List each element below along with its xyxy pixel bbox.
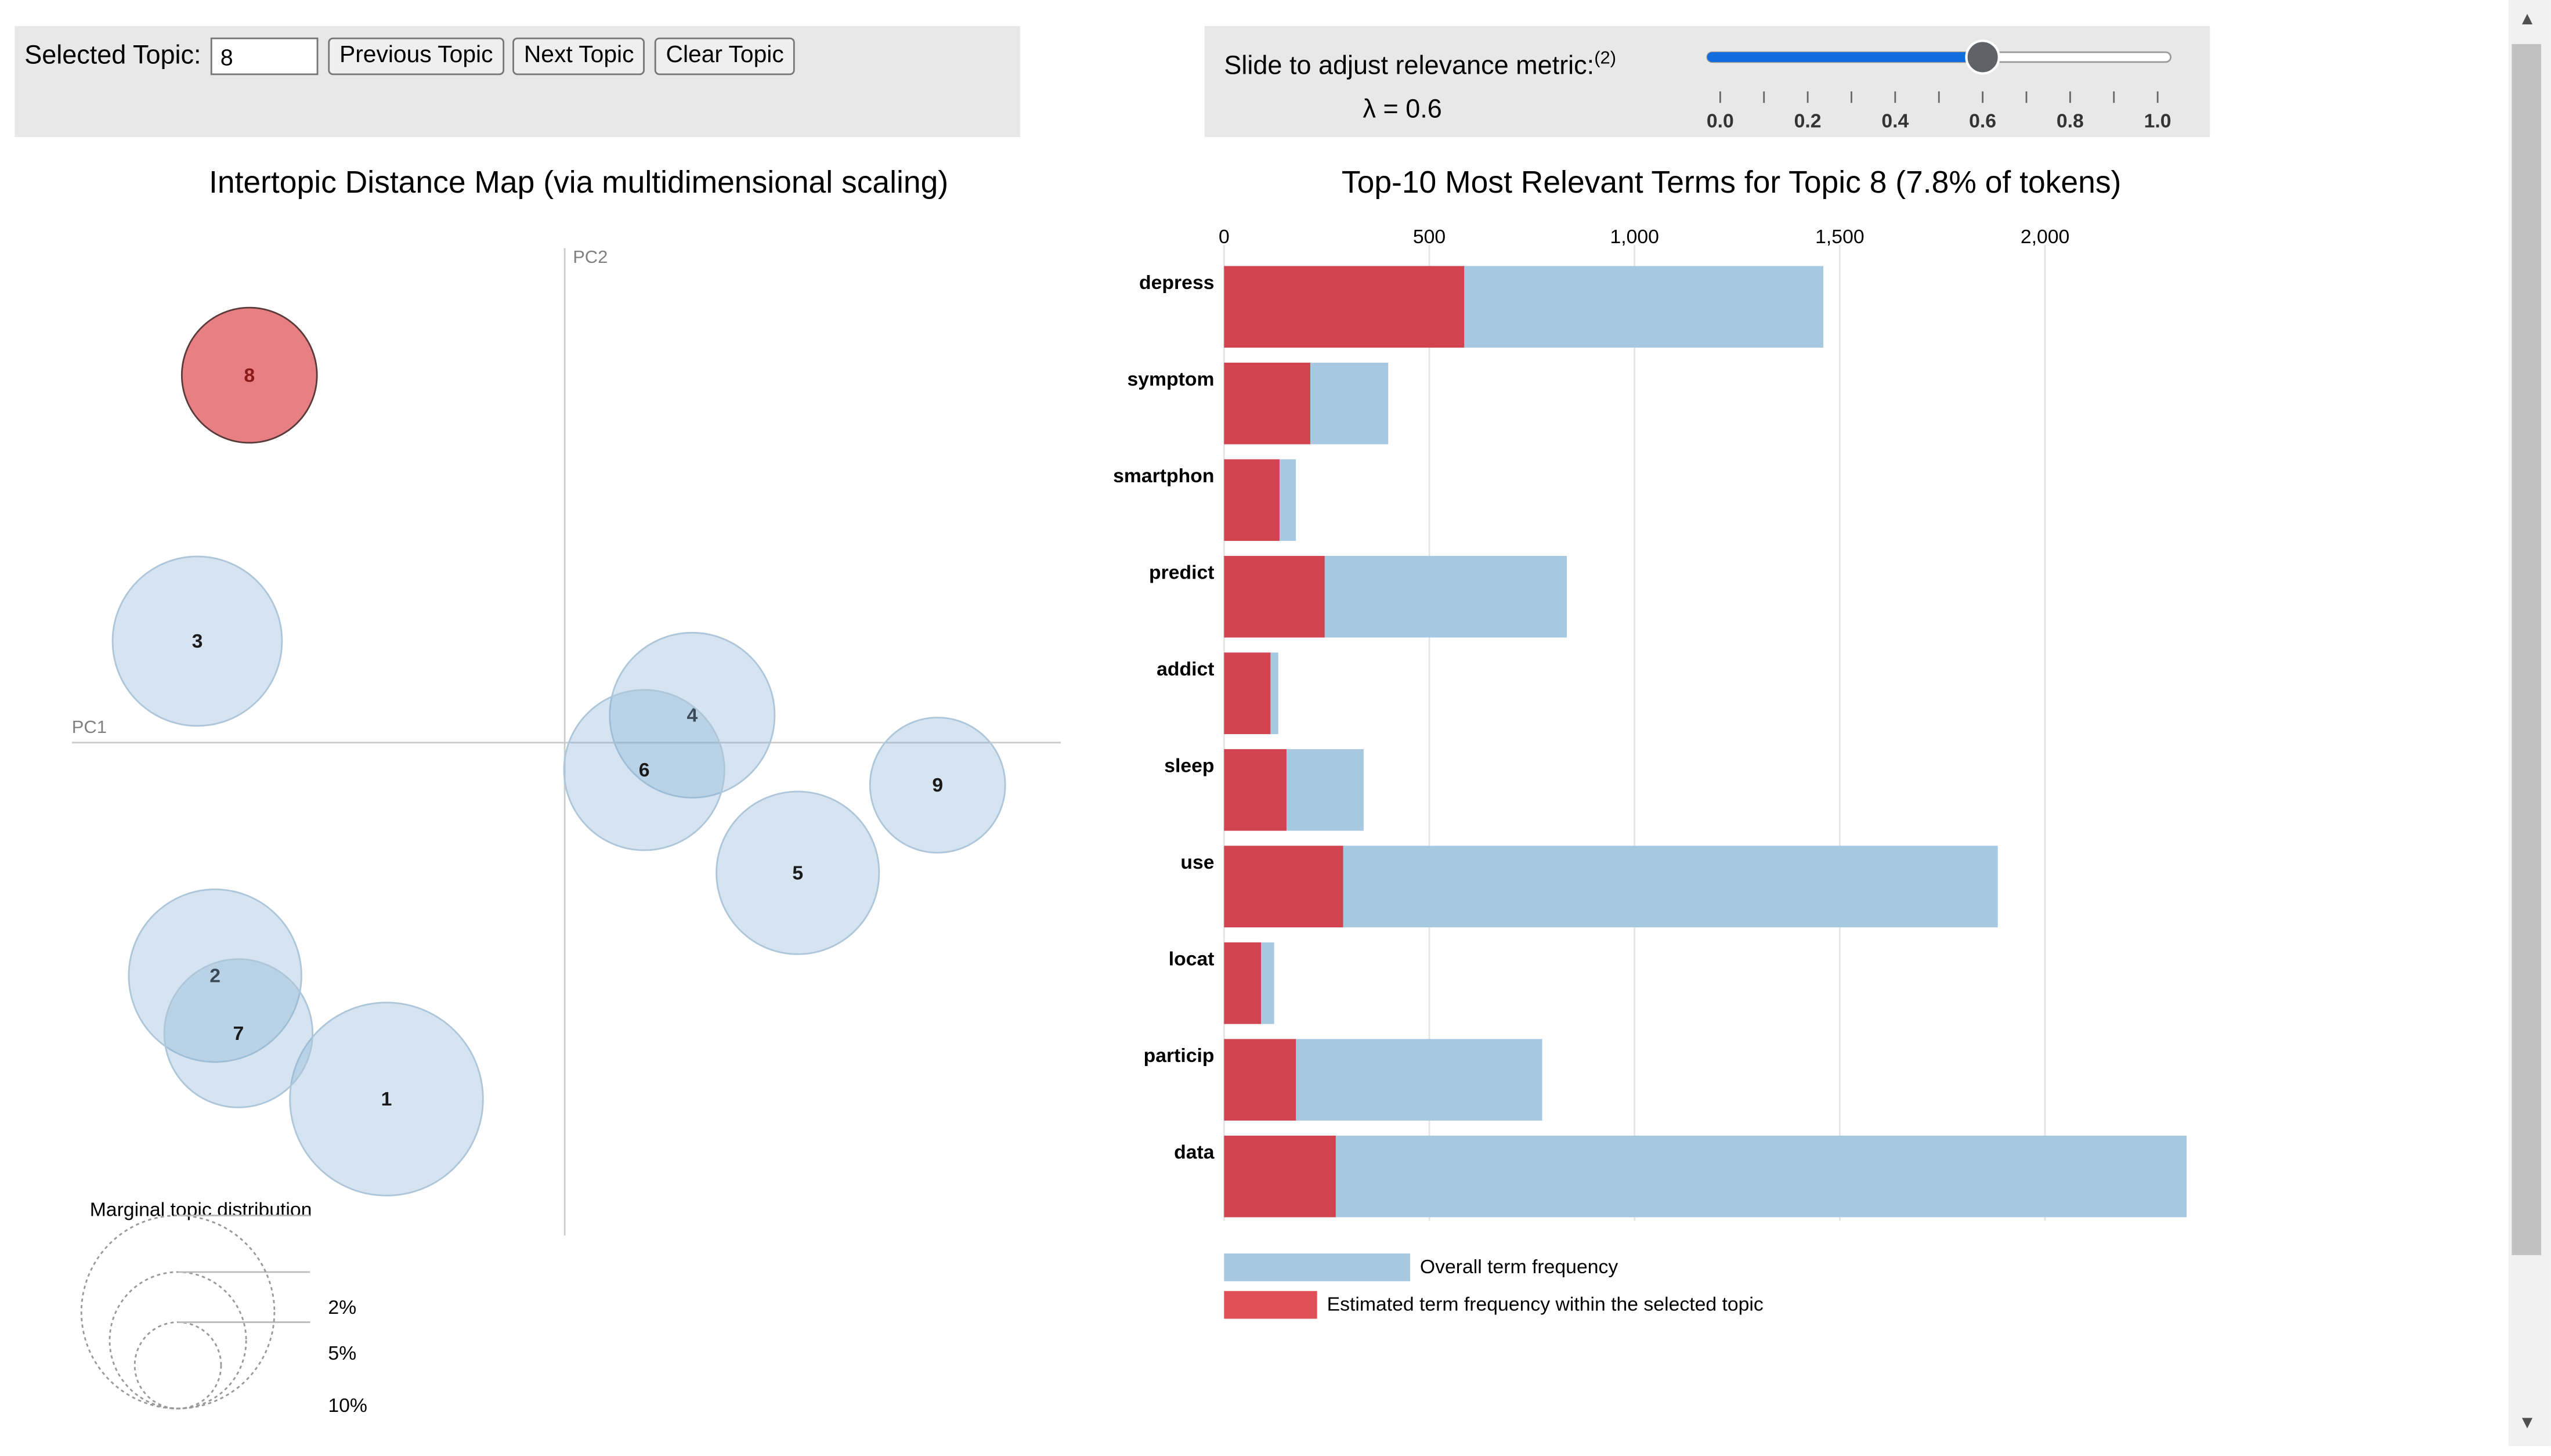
slider-fill [1707, 52, 1983, 62]
topic-number: 5 [792, 862, 803, 884]
marginal-size-label: 2% [328, 1296, 356, 1318]
term-label[interactable]: smartphon [1113, 465, 1214, 487]
topic-number: 7 [233, 1023, 244, 1045]
term-label[interactable]: addict [1157, 658, 1214, 680]
selected-topic-label: Selected Topic: [24, 42, 201, 70]
topic-bubble-3[interactable]: 3 [111, 555, 283, 727]
topic-circle[interactable] [111, 555, 283, 727]
x-tick-labels: 0 500 1,000 1,500 2,000 [1219, 226, 2069, 248]
topic-number: 8 [244, 364, 255, 386]
relevant-terms-chart: 0 500 1,000 1,500 2,000 depress symptom smartp… [1113, 226, 2187, 1319]
topic-bubble-7[interactable]: 7 [163, 958, 314, 1108]
topic-circle[interactable] [180, 306, 318, 444]
slider-tick-label: 0.8 [2057, 110, 2084, 132]
topic-bubble-2[interactable]: 2 [128, 888, 302, 1063]
marginal-circle [133, 1321, 222, 1410]
chart-title: Top-10 Most Relevant Terms for Topic 8 (… [1341, 166, 2122, 201]
topic-number: 2 [209, 965, 221, 987]
marginal-circle [109, 1271, 247, 1410]
legend-overall-swatch [1224, 1253, 1410, 1281]
scroll-down-icon[interactable]: ▼ [2518, 1413, 2536, 1433]
topic-bubble-5[interactable]: 5 [716, 790, 880, 955]
bar-locat[interactable] [1224, 942, 1262, 1024]
marginal-legend: 2% 5% 10% [80, 1215, 367, 1417]
topic-circle[interactable] [716, 790, 880, 955]
slider-ticks: 0.0 0.2 0.4 0.6 0.8 1.0 [1707, 91, 2171, 132]
topic-circle[interactable] [869, 717, 1006, 854]
slider-handle[interactable] [1965, 39, 2000, 75]
slider-tick-label: 0.6 [1969, 110, 1996, 132]
x-tick-label: 500 [1413, 226, 1446, 248]
slider-footnote: (2) [1594, 49, 1617, 69]
relevance-control-panel [1204, 26, 2210, 138]
relevance-slider[interactable]: 0.0 0.2 0.4 0.6 0.8 1.0 [1697, 32, 2187, 133]
topic-number: 9 [932, 774, 943, 796]
topic-bubble-8[interactable]: 8 [180, 306, 318, 444]
bar-addict[interactable] [1224, 652, 1271, 735]
topic-circle[interactable] [563, 689, 725, 851]
term-label[interactable]: sleep [1164, 754, 1214, 776]
slider-tick-label: 0.4 [1881, 110, 1909, 132]
clear-topic-button[interactable]: Clear Topic [654, 37, 796, 75]
slider-label: Slide to adjust relevance metric:(2) [1224, 49, 1616, 82]
legend-topic-swatch [1224, 1291, 1317, 1319]
slider-tick-label: 0.0 [1707, 110, 1734, 132]
previous-topic-button[interactable]: Previous Topic [328, 37, 505, 75]
next-topic-button[interactable]: Next Topic [512, 37, 646, 75]
term-label[interactable]: predict [1149, 561, 1215, 583]
slider-tick-label: 1.0 [2144, 110, 2171, 132]
slider-tick-label: 0.2 [1794, 110, 1822, 132]
bar-use[interactable] [1224, 846, 1998, 928]
topic-number: 3 [192, 630, 203, 652]
topic-circles[interactable]: 1 2 3 4 5 6 7 8 9 [111, 306, 1006, 1197]
term-label[interactable]: use [1180, 851, 1214, 873]
bar-particip[interactable] [1224, 1039, 1296, 1121]
topic-number: 1 [381, 1088, 392, 1110]
topic-bubble-1[interactable]: 1 [289, 1002, 484, 1197]
marginal-title: Marginal topic distribution [90, 1198, 312, 1220]
x-tick-label: 1,000 [1610, 226, 1658, 248]
x-tick-label: 0 [1219, 226, 1230, 248]
map-title: Intertopic Distance Map (via multidimens… [209, 166, 949, 201]
scrollbar-thumb[interactable] [2512, 44, 2542, 1255]
lambda-readout: λ = 0.6 [1363, 96, 1442, 124]
pc1-label: PC1 [72, 717, 107, 737]
topic-circle[interactable] [128, 888, 302, 1063]
topic-circle[interactable] [289, 1002, 484, 1197]
bar-sleep[interactable] [1224, 749, 1287, 831]
topic-bubble-6[interactable]: 6 [563, 689, 725, 851]
bar-smartphon[interactable] [1224, 459, 1280, 541]
topic-circle[interactable] [163, 958, 314, 1108]
topic-bubble-9[interactable]: 9 [869, 717, 1006, 854]
bar-predict[interactable] [1224, 555, 1325, 638]
term-label[interactable]: symptom [1127, 368, 1214, 390]
marginal-size-label: 10% [328, 1394, 367, 1417]
term-label[interactable]: data [1174, 1141, 1215, 1163]
legend-topic-label: Estimated term frequency within the sele… [1327, 1293, 1764, 1315]
marginal-size-label: 5% [328, 1342, 356, 1364]
term-label[interactable]: locat [1169, 948, 1215, 970]
term-labels[interactable]: depress symptom smartphon predict addict slee… [1113, 272, 1215, 1164]
bar-use[interactable] [1224, 846, 1343, 928]
topic-number: 4 [686, 704, 698, 727]
bar-data[interactable] [1224, 1135, 2187, 1217]
term-label[interactable]: particip [1144, 1045, 1215, 1067]
x-tick-label: 1,500 [1815, 226, 1864, 248]
x-tick-label: 2,000 [2021, 226, 2069, 248]
term-label[interactable]: depress [1139, 272, 1214, 294]
topic-number: 6 [639, 759, 650, 781]
intertopic-distance-map: PC1 PC2 1 2 3 4 5 6 7 8 9 Marginal topic distrib… [71, 247, 1061, 1417]
slider-label-text: Slide to adjust relevance metric: [1224, 52, 1595, 81]
legend-overall-label: Overall term frequency [1420, 1256, 1618, 1278]
term-bars[interactable] [1224, 266, 2187, 1217]
bar-symptom[interactable] [1224, 362, 1310, 445]
scroll-up-icon[interactable]: ▲ [2518, 9, 2536, 30]
pc2-label: PC2 [573, 247, 608, 267]
selected-topic-input[interactable] [210, 37, 319, 75]
bar-data[interactable] [1224, 1135, 1336, 1217]
topic-circle[interactable] [609, 631, 776, 799]
bar-depress[interactable] [1224, 266, 1465, 348]
topic-bubble-4[interactable]: 4 [609, 631, 776, 799]
marginal-circle [80, 1215, 276, 1410]
